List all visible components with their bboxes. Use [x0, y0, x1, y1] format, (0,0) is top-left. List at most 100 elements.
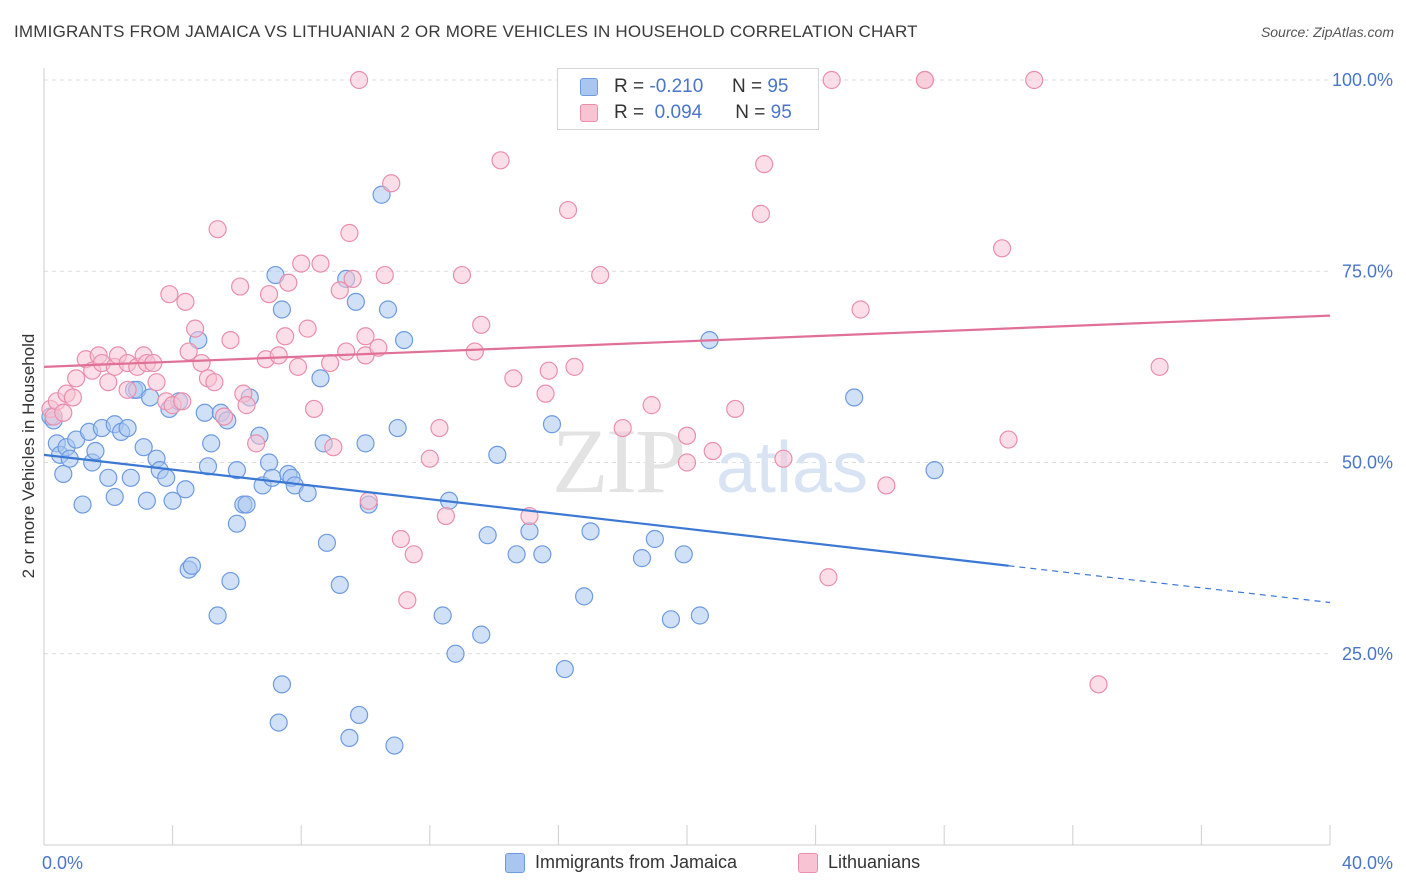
point-lithuanian	[63, 388, 83, 407]
point-lithuanian	[992, 239, 1012, 258]
point-lithuanian	[536, 384, 555, 403]
point-jamaica	[346, 292, 365, 311]
point-jamaica	[340, 728, 359, 748]
point-lithuanian	[173, 392, 192, 411]
point-lithuanian	[192, 353, 211, 373]
point-jamaica	[121, 468, 140, 487]
legend-swatch-jamaica	[580, 78, 598, 96]
point-lithuanian	[382, 174, 401, 193]
data-points	[41, 70, 1169, 755]
point-lithuanian	[359, 491, 378, 510]
point-lithuanian	[613, 418, 632, 438]
point-jamaica	[163, 491, 182, 510]
point-jamaica	[378, 300, 398, 319]
point-jamaica	[227, 514, 246, 533]
point-lithuanian	[99, 373, 118, 392]
point-lithuanian	[67, 369, 86, 388]
point-jamaica	[298, 484, 317, 503]
point-lithuanian	[851, 300, 870, 319]
point-jamaica	[575, 587, 594, 606]
point-lithuanian	[343, 269, 362, 288]
point-lithuanian	[330, 281, 349, 300]
point-lithuanian	[186, 319, 205, 338]
point-lithuanian	[304, 399, 324, 419]
point-jamaica	[356, 434, 375, 453]
y-tick-label: 25.0%	[1342, 644, 1393, 664]
point-lithuanian	[755, 155, 774, 174]
point-jamaica	[202, 434, 221, 453]
point-jamaica	[73, 495, 92, 514]
point-jamaica	[394, 331, 414, 350]
point-jamaica	[385, 736, 404, 755]
point-lithuanian	[591, 265, 610, 285]
point-lithuanian	[369, 338, 388, 357]
point-lithuanian	[504, 369, 523, 388]
point-jamaica	[176, 480, 195, 499]
point-jamaica	[581, 522, 600, 541]
point-lithuanian	[999, 430, 1018, 449]
point-jamaica	[925, 461, 944, 480]
point-jamaica	[272, 675, 292, 694]
y-tick-label: 100.0%	[1332, 70, 1393, 90]
point-jamaica	[157, 468, 176, 487]
gridlines	[44, 79, 1330, 655]
point-jamaica	[542, 415, 562, 434]
legend-n-value: 95	[770, 102, 792, 123]
point-lithuanian	[221, 331, 240, 350]
point-jamaica	[311, 369, 330, 388]
point-jamaica	[134, 438, 153, 457]
point-lithuanian	[642, 396, 661, 415]
legend-r-value: 0.094	[654, 102, 703, 123]
point-lithuanian	[176, 292, 195, 311]
chart-title: IMMIGRANTS FROM JAMAICA VS LITHUANIAN 2 …	[14, 22, 918, 41]
point-lithuanian	[231, 277, 250, 296]
legend-n-value: 95	[767, 76, 789, 97]
legend-n-label: N =	[735, 102, 766, 123]
point-lithuanian	[465, 342, 484, 361]
point-lithuanian	[1025, 70, 1044, 90]
axes	[43, 68, 1331, 846]
source-credit: Source: ZipAtlas.com	[1260, 24, 1394, 40]
point-lithuanian	[247, 434, 266, 453]
legend-r-label: R =	[614, 102, 645, 123]
point-jamaica	[269, 713, 288, 732]
legend-swatch-lithuanians	[798, 852, 818, 873]
point-lithuanian	[292, 254, 311, 273]
point-jamaica	[690, 606, 709, 625]
y-tick-label: 50.0%	[1342, 453, 1393, 473]
point-lithuanian	[703, 441, 722, 461]
legend-r-label: R =	[614, 76, 645, 97]
point-lithuanian	[430, 418, 449, 438]
point-jamaica	[555, 659, 574, 679]
point-lithuanian	[340, 223, 359, 243]
point-lithuanian	[208, 220, 227, 239]
point-lithuanian	[915, 70, 935, 90]
point-lithuanian	[298, 319, 317, 338]
point-lithuanian	[288, 357, 308, 376]
point-jamaica	[433, 606, 452, 625]
point-lithuanian	[558, 200, 578, 220]
point-lithuanian	[276, 327, 295, 346]
point-lithuanian	[349, 70, 369, 90]
point-jamaica	[330, 575, 349, 595]
point-jamaica	[198, 457, 218, 476]
point-lithuanian	[452, 265, 472, 285]
trend-line-jamaica-extension	[1008, 565, 1331, 604]
point-jamaica	[227, 461, 246, 480]
point-jamaica	[446, 644, 465, 663]
point-lithuanian	[1089, 675, 1108, 694]
axis-labels: 25.0% 50.0% 75.0% 100.0% 0.0% 40.0% 2 or more …	[19, 70, 1393, 873]
point-lithuanian	[420, 449, 439, 468]
point-lithuanian	[539, 361, 558, 380]
legend-row-jamaica: R = -0.210 N = 95	[580, 75, 788, 99]
point-lithuanian	[436, 506, 455, 526]
point-jamaica	[388, 418, 407, 438]
point-jamaica	[54, 464, 73, 484]
legend-item-jamaica: Immigrants from Jamaica	[505, 852, 737, 873]
point-jamaica	[118, 418, 137, 438]
point-lithuanian	[375, 265, 394, 285]
point-jamaica	[195, 403, 214, 422]
point-lithuanian	[214, 407, 234, 426]
point-jamaica	[507, 545, 526, 564]
